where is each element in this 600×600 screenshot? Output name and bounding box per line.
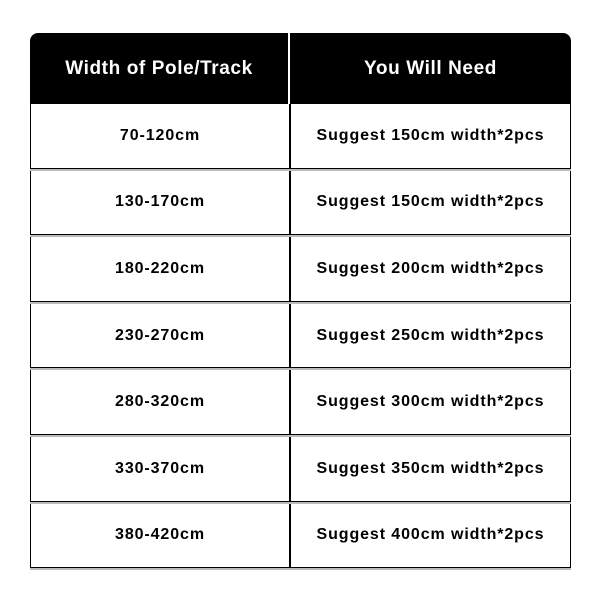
table-header: Width of Pole/Track You Will Need xyxy=(30,33,571,104)
table-cell: Suggest 350cm width*2pcs xyxy=(316,459,545,477)
table-cell: Suggest 250cm width*2pcs xyxy=(316,326,545,344)
table-row: 330-370cm Suggest 350cm width*2pcs xyxy=(30,436,571,502)
table-cell: 70-120cm xyxy=(31,104,291,168)
header-cell: Width of Pole/Track xyxy=(30,33,290,104)
table-row: 70-120cm Suggest 150cm width*2pcs xyxy=(30,104,571,169)
table-cell: Suggest 200cm width*2pcs xyxy=(316,259,545,277)
table-cell: Suggest 150cm width*2pcs xyxy=(316,126,545,144)
table-row: 130-170cm Suggest 150cm width*2pcs xyxy=(30,170,571,236)
table-row: 230-270cm Suggest 250cm width*2pcs xyxy=(30,303,571,369)
table-cell: 180-220cm xyxy=(31,237,291,301)
table-row: 280-320cm Suggest 300cm width*2pcs xyxy=(30,370,571,435)
table-row: 180-220cm Suggest 200cm width*2pcs xyxy=(30,237,571,302)
table: Width of Pole/Track You Will Need 70-120… xyxy=(30,33,571,570)
table-cell: Suggest 150cm width*2pcs xyxy=(316,193,545,211)
table-cell: Suggest 400cm width*2pcs xyxy=(316,526,545,544)
header-cell: You Will Need xyxy=(364,57,497,79)
table-cell: Suggest 300cm width*2pcs xyxy=(316,393,545,411)
table-row: 380-420cm Suggest 400cm width*2pcs xyxy=(30,503,571,569)
table-cell: 230-270cm xyxy=(31,303,291,368)
table-cell: 130-170cm xyxy=(31,170,291,235)
table-cell: 280-320cm xyxy=(31,370,291,434)
table-cell: 330-370cm xyxy=(31,436,291,501)
table-body: 70-120cm Suggest 150cm width*2pcs 130-170c… xyxy=(30,104,571,569)
table-cell: 380-420cm xyxy=(31,503,291,568)
